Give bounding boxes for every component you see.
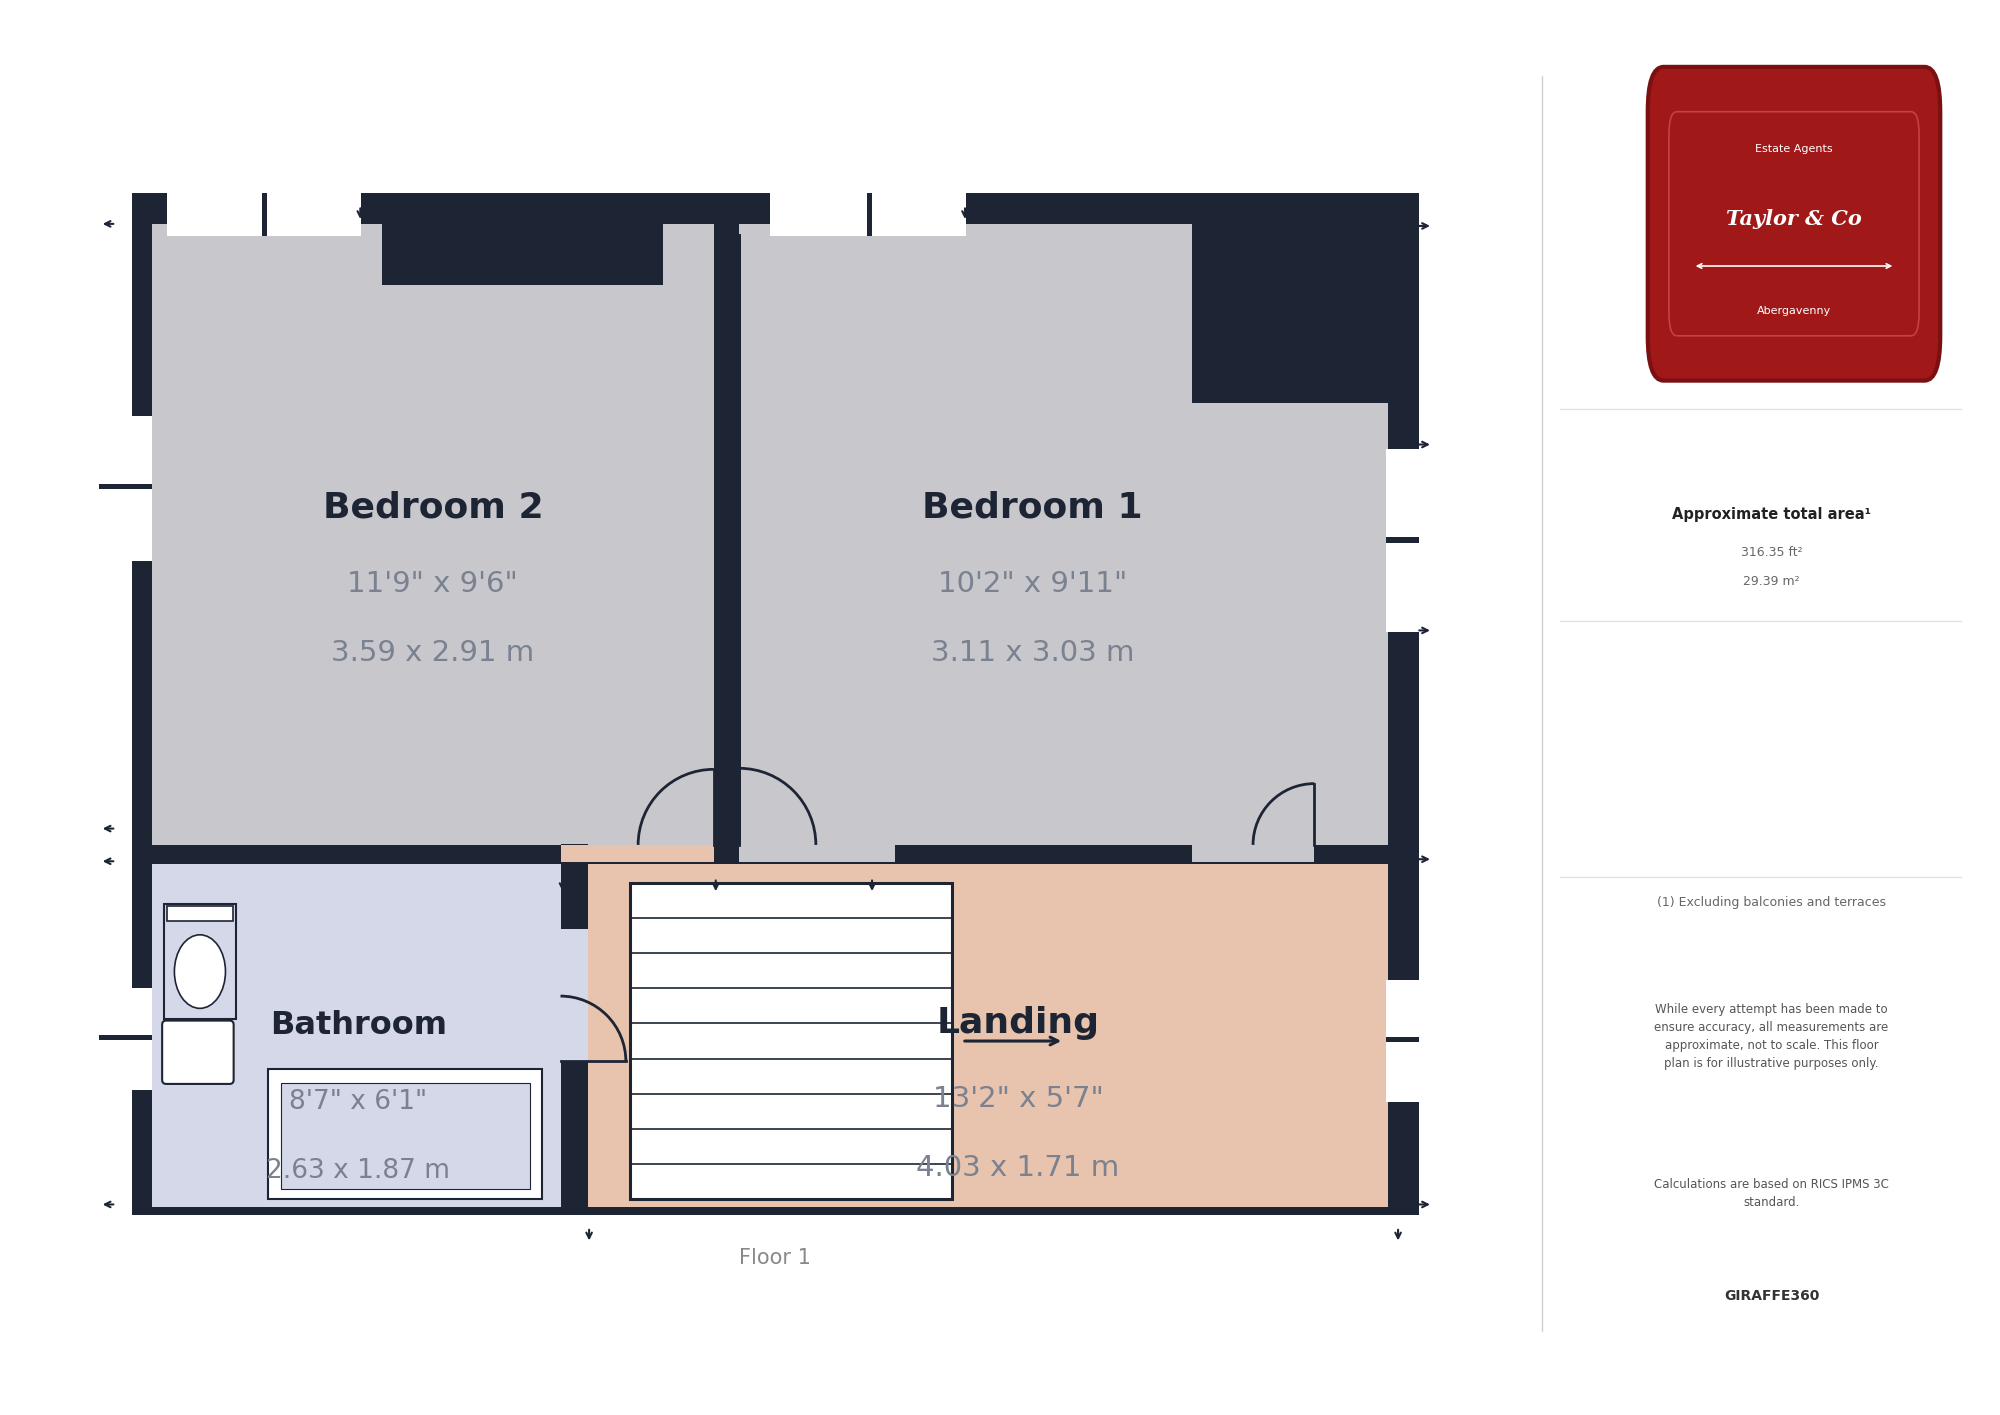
Bar <box>714 233 742 862</box>
Text: Bathroom: Bathroom <box>270 1010 446 1041</box>
Text: Calculations are based on RICS IPMS 3C
standard.: Calculations are based on RICS IPMS 3C s… <box>1654 1177 1888 1208</box>
Bar <box>98 416 152 560</box>
Bar <box>98 1034 152 1040</box>
Bar <box>168 906 232 921</box>
Text: Bedroom 1: Bedroom 1 <box>922 491 1142 525</box>
Bar <box>1386 449 1418 633</box>
Bar <box>168 194 362 236</box>
Text: 4.03 x 1.71 m: 4.03 x 1.71 m <box>916 1153 1120 1182</box>
Text: 13'2" x 5'7": 13'2" x 5'7" <box>932 1085 1104 1114</box>
FancyBboxPatch shape <box>1648 67 1940 381</box>
Text: Bedroom 2: Bedroom 2 <box>322 491 544 525</box>
Text: 8'7" x 6'1": 8'7" x 6'1" <box>290 1090 428 1115</box>
Bar <box>268 1068 542 1200</box>
Text: Abergavenny: Abergavenny <box>1756 306 1832 316</box>
Bar <box>382 194 662 286</box>
FancyBboxPatch shape <box>162 1020 234 1084</box>
Bar <box>740 224 1388 848</box>
Bar <box>98 484 152 490</box>
Text: 10'2" x 9'11": 10'2" x 9'11" <box>938 570 1128 599</box>
Bar <box>1192 224 1388 403</box>
Text: GIRAFFE360: GIRAFFE360 <box>1724 1289 1820 1303</box>
Bar <box>630 883 952 1200</box>
Text: 29.39 m²: 29.39 m² <box>1744 574 1800 587</box>
Bar <box>1386 979 1418 1102</box>
Bar <box>132 845 1418 862</box>
Text: 3.11 x 3.03 m: 3.11 x 3.03 m <box>930 640 1134 666</box>
Bar <box>152 224 714 848</box>
Bar <box>152 865 560 1207</box>
Bar <box>1192 845 1314 862</box>
Ellipse shape <box>174 935 226 1009</box>
Text: While every attempt has been made to
ensure accuracy, all measurements are
appro: While every attempt has been made to ens… <box>1654 1003 1888 1070</box>
Text: 316.35 ft²: 316.35 ft² <box>1740 546 1802 559</box>
Bar <box>866 194 872 236</box>
Bar <box>164 904 236 1019</box>
Text: 2.63 x 1.87 m: 2.63 x 1.87 m <box>266 1157 450 1184</box>
Text: 3.59 x 2.91 m: 3.59 x 2.91 m <box>332 640 534 666</box>
Text: Estate Agents: Estate Agents <box>1756 144 1832 154</box>
Text: Landing: Landing <box>936 1006 1100 1040</box>
Bar <box>1386 1037 1418 1041</box>
Text: Taylor & Co: Taylor & Co <box>1726 208 1862 229</box>
Bar <box>770 194 966 236</box>
Bar <box>1386 538 1418 542</box>
Bar <box>740 845 894 862</box>
Text: Floor 1: Floor 1 <box>740 1248 810 1268</box>
Bar <box>560 928 588 1061</box>
Bar <box>280 1082 530 1189</box>
Bar <box>262 194 268 236</box>
Bar <box>98 988 152 1090</box>
Text: Approximate total area¹: Approximate total area¹ <box>1672 507 1872 522</box>
Text: 11'9" x 9'6": 11'9" x 9'6" <box>348 570 518 599</box>
Bar <box>586 865 1388 1207</box>
Text: (1) Excluding balconies and terraces: (1) Excluding balconies and terraces <box>1656 896 1886 908</box>
Bar <box>560 843 588 1214</box>
Bar <box>560 845 714 862</box>
